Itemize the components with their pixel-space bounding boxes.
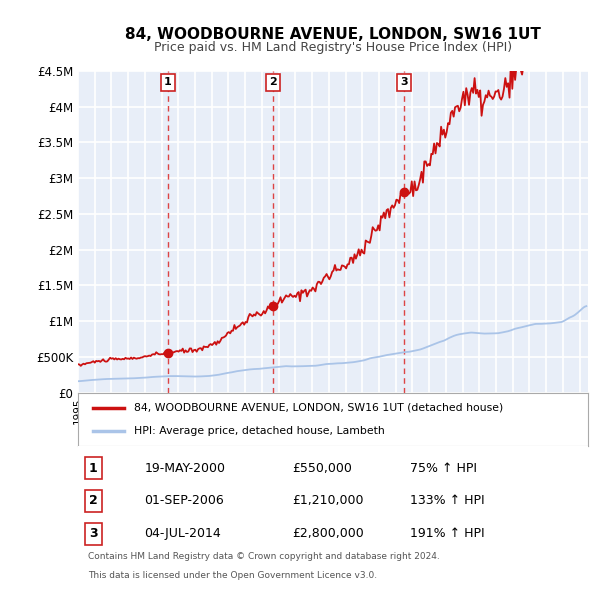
Text: HPI: Average price, detached house, Lambeth: HPI: Average price, detached house, Lamb…	[134, 426, 385, 436]
Text: 191% ↑ HPI: 191% ↑ HPI	[409, 527, 484, 540]
Text: 04-JUL-2014: 04-JUL-2014	[145, 527, 221, 540]
Text: 133% ↑ HPI: 133% ↑ HPI	[409, 494, 484, 507]
Text: 1: 1	[89, 461, 98, 474]
Text: This data is licensed under the Open Government Licence v3.0.: This data is licensed under the Open Gov…	[88, 571, 377, 580]
Text: 84, WOODBOURNE AVENUE, LONDON, SW16 1UT: 84, WOODBOURNE AVENUE, LONDON, SW16 1UT	[125, 27, 541, 41]
Text: 2: 2	[269, 77, 277, 87]
Text: 3: 3	[89, 527, 98, 540]
Text: £2,800,000: £2,800,000	[292, 527, 364, 540]
Text: £550,000: £550,000	[292, 461, 352, 474]
Text: 01-SEP-2006: 01-SEP-2006	[145, 494, 224, 507]
Text: 19-MAY-2000: 19-MAY-2000	[145, 461, 226, 474]
Text: 3: 3	[400, 77, 408, 87]
Text: 1: 1	[164, 77, 172, 87]
Text: Contains HM Land Registry data © Crown copyright and database right 2024.: Contains HM Land Registry data © Crown c…	[88, 552, 440, 560]
Text: Price paid vs. HM Land Registry's House Price Index (HPI): Price paid vs. HM Land Registry's House …	[154, 41, 512, 54]
Text: 2: 2	[89, 494, 98, 507]
Text: 84, WOODBOURNE AVENUE, LONDON, SW16 1UT (detached house): 84, WOODBOURNE AVENUE, LONDON, SW16 1UT …	[134, 402, 503, 412]
Text: £1,210,000: £1,210,000	[292, 494, 364, 507]
Text: 75% ↑ HPI: 75% ↑ HPI	[409, 461, 476, 474]
